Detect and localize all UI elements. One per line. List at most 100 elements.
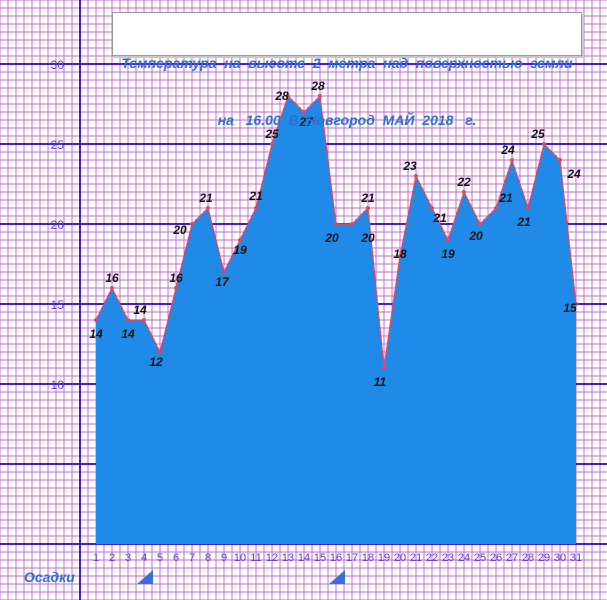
data-label: 18 (393, 247, 407, 261)
data-label: 14 (89, 327, 103, 341)
data-label: 21 (360, 191, 375, 205)
data-label: 27 (298, 115, 314, 129)
data-label: 21 (516, 215, 531, 229)
data-point (126, 318, 130, 322)
data-point (238, 238, 242, 242)
data-label: 21 (498, 191, 513, 205)
data-label: 22 (456, 175, 471, 189)
x-tick-label: 17 (346, 552, 358, 564)
data-label: 25 (530, 127, 545, 141)
x-tick-label: 1 (93, 552, 99, 564)
x-tick-label: 24 (458, 552, 470, 564)
data-point (302, 110, 306, 114)
triangle-marker (137, 570, 153, 584)
y-tick-label: 30 (51, 58, 65, 72)
data-point (526, 206, 530, 210)
x-tick-label: 11 (250, 552, 261, 564)
y-tick-labels: 10 15 20 25 30 (51, 58, 65, 392)
data-point (542, 142, 546, 146)
x-tick-label: 12 (266, 552, 278, 564)
data-point (414, 174, 418, 178)
data-label: 14 (121, 327, 135, 341)
data-point (494, 206, 498, 210)
x-tick-label: 3 (125, 552, 131, 564)
data-label: 24 (500, 143, 515, 157)
x-tick-label: 5 (157, 552, 163, 564)
data-point (350, 222, 354, 226)
temperature-area (94, 94, 578, 544)
data-label: 20 (172, 223, 187, 237)
x-tick-label: 21 (410, 552, 422, 564)
data-label: 19 (233, 243, 247, 257)
x-tick-label: 8 (205, 552, 211, 564)
data-label: 21 (432, 211, 447, 225)
data-point (110, 286, 114, 290)
x-tick-label: 7 (189, 552, 195, 564)
data-label: 21 (248, 189, 263, 203)
x-tick-label: 20 (394, 552, 406, 564)
data-point (158, 350, 162, 354)
x-tick-label: 2 (109, 552, 115, 564)
x-tick-labels: 1 2 3 4 5 6 7 8 9 10 11 12 13 14 15 16 17 18 19 20 21 22 23 24 2… (93, 552, 582, 564)
chart-title-box: Температура на высоте 2 метра над поверх… (112, 12, 582, 128)
data-point (142, 318, 146, 322)
x-tick-label: 4 (141, 552, 147, 564)
data-labels: 14 16 14 14 12 16 20 21 17 19 21 25 28 27 28 20 20 21 11 18… (89, 79, 581, 389)
data-label: 28 (274, 89, 289, 103)
data-point (574, 302, 578, 306)
x-tick-label: 29 (538, 552, 550, 564)
chart-title-line1: Температура на высоте 2 метра над поверх… (121, 55, 573, 71)
x-tick-label: 16 (330, 552, 342, 564)
axis-markers (137, 570, 345, 584)
data-point (382, 366, 386, 370)
y-tick-label: 25 (51, 138, 65, 152)
data-label: 14 (133, 303, 147, 317)
x-tick-label: 6 (173, 552, 179, 564)
data-point (462, 190, 466, 194)
data-point (270, 142, 274, 146)
data-point (558, 158, 562, 162)
data-label: 19 (441, 247, 455, 261)
data-point (206, 206, 210, 210)
data-point (430, 206, 434, 210)
data-label: 23 (402, 159, 417, 173)
x-tick-label: 23 (442, 552, 454, 564)
data-point (398, 254, 402, 258)
data-label: 25 (264, 127, 279, 141)
data-label: 17 (215, 275, 230, 289)
data-point (190, 222, 194, 226)
precipitation-label: Осадки (24, 569, 75, 585)
x-tick-label: 27 (506, 552, 518, 564)
data-label: 24 (566, 167, 581, 181)
data-label: 16 (105, 271, 119, 285)
x-tick-label: 30 (554, 552, 566, 564)
data-label: 20 (468, 229, 483, 243)
data-point (446, 238, 450, 242)
x-tick-label: 14 (298, 552, 310, 564)
data-label: 11 (374, 375, 387, 389)
y-tick-label: 20 (51, 218, 65, 232)
data-label: 15 (563, 301, 577, 315)
data-label: 20 (324, 231, 339, 245)
chart-title-line2: на 16.00 В. Новгород МАЙ 2018 г. (217, 112, 477, 128)
data-point (318, 94, 322, 98)
data-label: 20 (360, 231, 375, 245)
x-tick-label: 26 (490, 552, 502, 564)
data-point (174, 286, 178, 290)
data-point (222, 270, 226, 274)
x-tick-label: 13 (282, 552, 294, 564)
y-tick-label: 10 (51, 378, 65, 392)
data-label: 12 (149, 355, 163, 369)
x-tick-label: 18 (362, 552, 374, 564)
data-point (254, 206, 258, 210)
x-tick-label: 19 (378, 552, 390, 564)
data-label: 16 (169, 271, 183, 285)
data-point (334, 222, 338, 226)
x-tick-label: 22 (426, 552, 438, 564)
data-label: 21 (198, 191, 213, 205)
x-tick-label: 9 (221, 552, 227, 564)
data-point (478, 222, 482, 226)
x-tick-label: 25 (474, 552, 486, 564)
